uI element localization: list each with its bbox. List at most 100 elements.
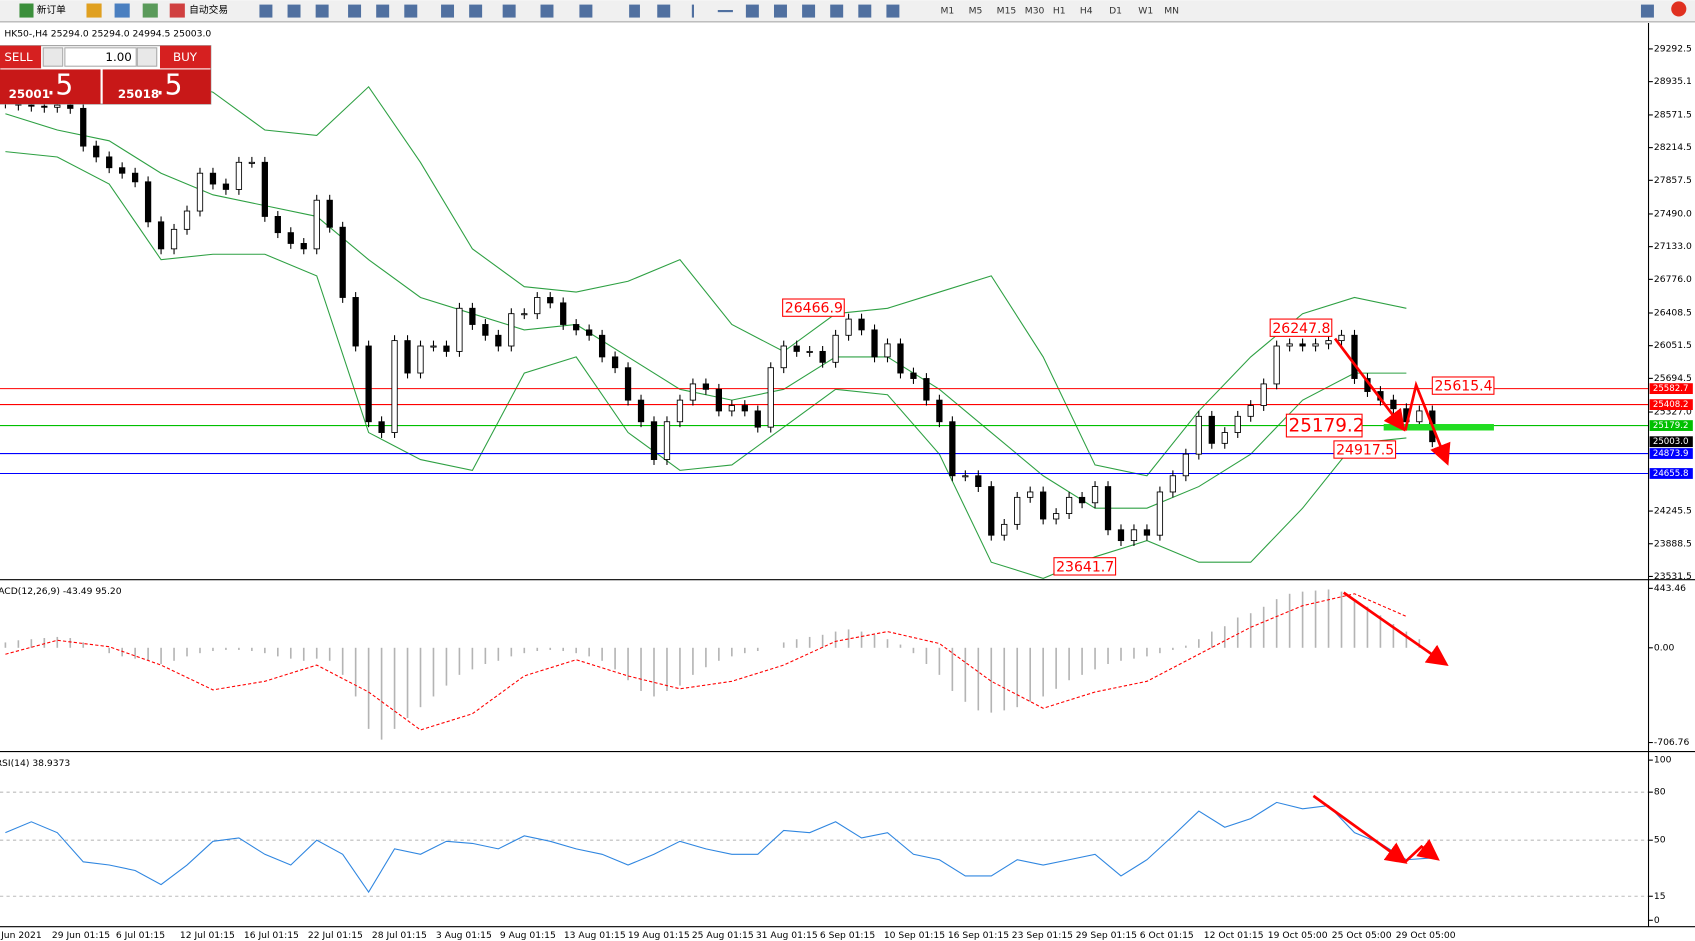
toolbar-icon[interactable] [114, 3, 130, 18]
y-tick-label: 23531.5 [1654, 571, 1692, 582]
candle [1299, 343, 1306, 347]
x-tick-label: 9 Aug 01:15 [500, 930, 556, 941]
tool-icon[interactable] [773, 4, 787, 18]
candle [1156, 491, 1164, 536]
candle [482, 324, 489, 336]
x-tick-label: 28 Jul 01:15 [372, 930, 427, 941]
buy-price-box[interactable] [102, 69, 211, 105]
buy-label[interactable]: BUY [173, 50, 198, 64]
candle [1065, 496, 1073, 515]
timeframe-button[interactable]: M30 [1025, 6, 1045, 17]
x-tick-label: 23 Sep 01:15 [1012, 930, 1073, 941]
x-tick-label: 6 Oct 01:15 [1140, 930, 1194, 941]
tool-icon[interactable] [629, 4, 640, 18]
timeframe-button[interactable]: W1 [1138, 6, 1153, 17]
timeframe-button[interactable]: D1 [1109, 6, 1122, 17]
new-order-button[interactable]: 新订单 [37, 3, 66, 16]
x-tick-label: 25 Aug 01:15 [692, 930, 754, 941]
tool-icon[interactable] [540, 4, 554, 18]
tool-icon[interactable] [469, 4, 483, 18]
candle [274, 216, 281, 234]
timeframe-button[interactable]: M15 [997, 6, 1017, 17]
tool-icon[interactable] [348, 4, 362, 18]
y-tick-label: 24245.5 [1654, 506, 1692, 517]
volume-down[interactable] [42, 47, 64, 67]
timeframe-button[interactable]: MN [1164, 6, 1179, 17]
tool-icon[interactable] [315, 4, 329, 18]
candle [767, 367, 774, 428]
annotation-box [782, 298, 845, 317]
x-tick-label: 3 Aug 01:15 [436, 930, 492, 941]
volume-input[interactable] [64, 47, 137, 67]
toolbar-icon[interactable] [86, 3, 102, 18]
level-label: 24655.8 [1653, 469, 1689, 479]
tool-icon[interactable] [259, 4, 273, 18]
y-tick-label: 23888.5 [1654, 538, 1692, 549]
y-tick-label: 100 [1654, 755, 1672, 766]
arrows [1312, 337, 1451, 864]
tool-icon[interactable] [802, 4, 816, 18]
sell-button[interactable] [0, 45, 42, 69]
sell-price[interactable]: 25001 [9, 87, 50, 101]
buy-button[interactable] [159, 45, 211, 69]
notification-icon[interactable] [1671, 1, 1687, 17]
timeframe-button[interactable]: M1 [940, 6, 954, 17]
sell-price-fraction[interactable]: .5 [46, 69, 73, 102]
buy-price[interactable]: 25018 [118, 87, 159, 101]
tool-icon[interactable] [404, 4, 418, 18]
sell-price-box[interactable] [0, 69, 101, 105]
tool-icon[interactable] [579, 4, 593, 18]
candle [1312, 343, 1319, 347]
volume-value[interactable]: 1.00 [105, 50, 131, 64]
candle [923, 378, 930, 401]
tool-icon[interactable] [441, 4, 455, 18]
candle [884, 343, 891, 358]
tool-icon[interactable] [745, 4, 759, 18]
toolbar-icon[interactable] [142, 3, 158, 18]
candle [417, 345, 424, 374]
auto-trading-button[interactable]: 自动交易 [189, 3, 228, 16]
tool-icon[interactable] [502, 4, 516, 18]
timeframe-button[interactable]: H4 [1080, 6, 1093, 17]
y-tick-label: 27133.0 [1654, 241, 1692, 252]
candle [222, 183, 230, 190]
y-tick-label: 28935.1 [1654, 76, 1692, 87]
tool-icon[interactable] [830, 4, 844, 18]
chart-title: HK50-,H4 25294.0 25294.0 24994.5 25003.0 [4, 28, 211, 39]
tool-icon[interactable] [376, 4, 390, 18]
candle [897, 343, 904, 374]
volume-up[interactable] [136, 47, 158, 67]
candle [1001, 523, 1008, 536]
timeframe-button[interactable]: M5 [969, 6, 983, 17]
tool-icon[interactable] [886, 4, 900, 18]
candle [858, 318, 865, 331]
annotation: 23641.7 [1056, 559, 1114, 575]
y-tick-label: 15 [1654, 891, 1666, 902]
level-label: 24873.9 [1653, 449, 1689, 459]
charts: Jun 2021 29 Jun 01:15 6 Jul 01:15 12 Jul 01… [0, 28, 1693, 941]
candle [1351, 334, 1358, 379]
candle [196, 172, 204, 212]
y-tick-label: 0.00 [1654, 642, 1675, 653]
new-order-icon[interactable] [19, 3, 34, 18]
candle [391, 340, 398, 433]
auto-trading-icon[interactable] [169, 3, 185, 18]
sell-label[interactable]: SELL [4, 50, 33, 64]
rsi-line [5, 801, 1433, 894]
tool-icon[interactable] [691, 4, 694, 18]
search-icon[interactable] [1640, 4, 1654, 18]
annotation-box [1431, 376, 1495, 395]
candle [754, 410, 761, 428]
candle [248, 161, 256, 164]
tool-icon[interactable] [717, 9, 733, 13]
tool-icon[interactable] [657, 4, 671, 18]
annotation: 26466.9 [785, 301, 843, 317]
tool-icon[interactable] [287, 4, 301, 18]
x-tick-label: 6 Jul 01:15 [116, 930, 165, 941]
timeframe-button[interactable]: H1 [1053, 6, 1066, 17]
tool-icon[interactable] [858, 4, 872, 18]
candle [1325, 340, 1332, 345]
y-tick-label: 27490.0 [1654, 208, 1692, 219]
buy-price-fraction[interactable]: .5 [156, 69, 183, 102]
y-tick-label: 26408.5 [1654, 307, 1692, 318]
